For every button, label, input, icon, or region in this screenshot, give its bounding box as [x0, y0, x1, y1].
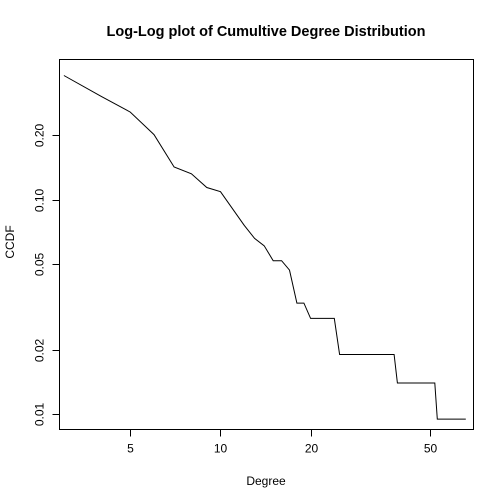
ccdf-series-line	[63, 75, 466, 420]
y-tick-label: 0.10	[33, 188, 47, 212]
x-axis: 5 10 20 50	[127, 429, 438, 456]
series-layer	[63, 75, 466, 420]
chart-title: Log-Log plot of Cumultive Degree Distrib…	[107, 24, 426, 40]
x-tick-label: 5	[127, 442, 134, 456]
y-tick-label: 0.02	[33, 338, 47, 362]
x-tick-label: 10	[214, 442, 228, 456]
x-tick-label: 50	[424, 442, 438, 456]
plot-frame	[59, 59, 474, 430]
y-axis-label: CCDF	[3, 225, 17, 258]
x-tick-label: 20	[305, 442, 319, 456]
y-tick-label: 0.20	[33, 123, 47, 147]
y-tick-label: 0.05	[33, 252, 47, 276]
y-tick-label: 0.01	[33, 402, 47, 426]
x-axis-label: Degree	[246, 474, 286, 488]
y-axis: 0.01 0.02 0.05 0.10 0.20	[33, 123, 60, 426]
